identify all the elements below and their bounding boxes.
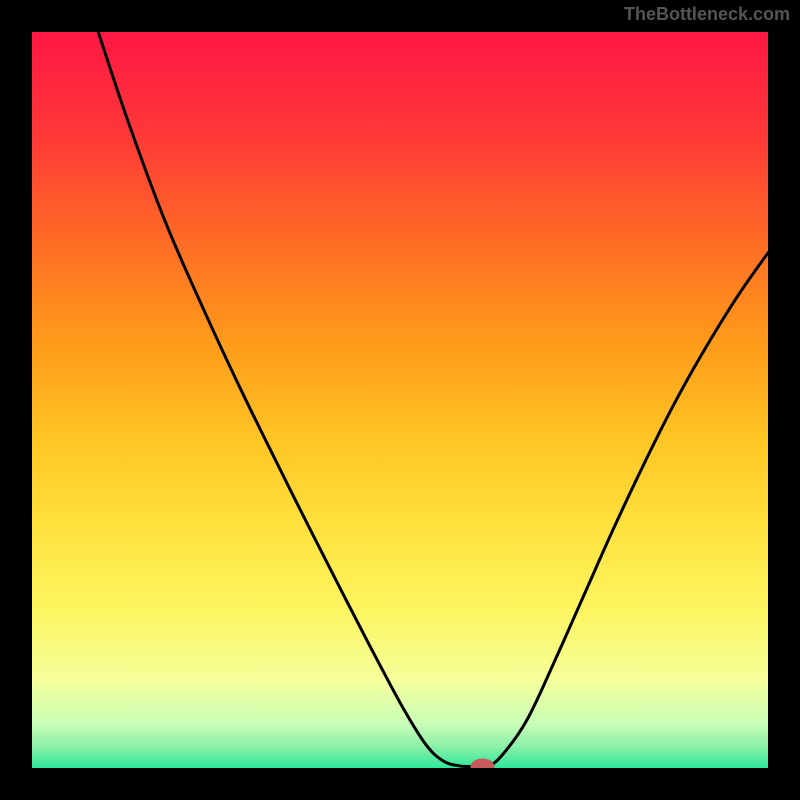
gradient-background bbox=[32, 32, 768, 768]
chart-container: TheBottleneck.com bbox=[0, 0, 800, 800]
bottleneck-chart bbox=[0, 0, 800, 800]
watermark-text: TheBottleneck.com bbox=[624, 4, 790, 25]
